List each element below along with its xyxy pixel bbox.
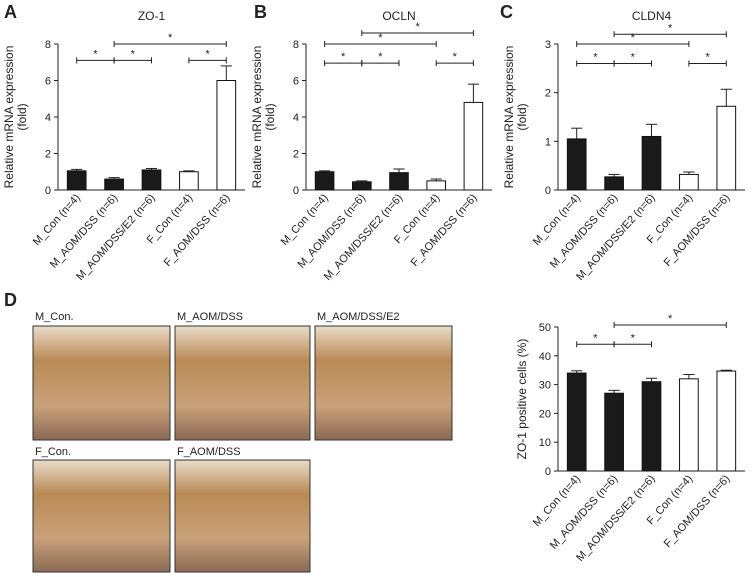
significance-label: * [631,332,636,344]
micrograph [314,325,453,441]
bar [426,180,446,191]
significance-label: * [631,51,636,63]
bar [566,372,587,472]
chart-title: OCLN [382,9,415,23]
bar [716,370,737,472]
y-tick-label: 40 [539,351,551,363]
significance-label: * [93,48,98,60]
x-tick-label: F_AOM/DSS (n=6) [162,192,233,269]
y-axis-label: (fold) [515,103,529,130]
significance-label: * [668,22,673,34]
significance-label: * [168,32,173,44]
bar [641,135,662,191]
panel-label: A [4,2,17,22]
y-tick-label: 2 [293,149,299,161]
bar [604,392,624,472]
y-axis-label: ZO-1 positive cells (%) [515,339,529,460]
image-label: M_AOM/DSS [177,311,243,323]
panel-label: D [4,290,17,310]
micrograph [32,325,171,441]
y-tick-label: 2 [45,149,51,161]
y-axis-label: Relative mRNA expression [502,46,516,189]
x-tick-label: M_AOM/DSS (n=6) [48,192,121,271]
bar [463,101,484,191]
y-tick-label: 0 [545,466,551,478]
y-tick-label: 6 [293,76,299,88]
y-tick-label: 3 [545,39,551,51]
bar [604,176,624,191]
x-tick-label: F_AOM/DSS (n=6) [409,192,480,269]
significance-label: * [593,332,598,344]
chart-title: CLDN4 [632,9,672,23]
y-axis-label: (fold) [263,103,277,130]
y-axis-label: (fold) [15,103,29,130]
x-tick-label: M_AOM/DSS (n=6) [548,473,621,552]
micrograph [174,459,311,573]
bar [352,181,372,191]
bar [314,171,335,191]
bar [389,172,409,191]
y-tick-label: 30 [539,380,551,392]
bar [716,105,737,191]
panel-label: C [500,2,513,22]
bar [216,80,237,191]
panel-label: B [254,2,267,22]
significance-label: * [341,51,346,63]
significance-label: * [378,32,383,44]
y-tick-label: 2 [545,88,551,100]
y-tick-label: 50 [539,322,551,334]
y-tick-label: 0 [545,185,551,197]
x-tick-label: M_AOM/DSS (n=6) [296,192,369,271]
image-label: F_Con. [35,446,71,458]
y-tick-label: 0 [45,185,51,197]
y-tick-label: 0 [293,185,299,197]
y-tick-label: 10 [539,437,551,449]
image-label: M_AOM/DSS/E2 [317,311,400,323]
significance-label: * [205,48,210,60]
bar [566,138,587,191]
bar [141,169,162,191]
y-tick-label: 20 [539,408,551,420]
x-tick-label: F_AOM/DSS (n=6) [662,192,733,269]
significance-label: * [131,48,136,60]
significance-label: * [631,32,636,44]
micrograph [32,459,171,573]
significance-label: * [668,313,673,325]
significance-label: * [415,21,420,33]
bar [66,170,87,191]
bar [179,171,199,191]
bar [104,178,124,191]
image-label: M_Con. [35,311,74,323]
bar [679,173,699,191]
y-tick-label: 4 [293,112,299,124]
micrograph [174,325,311,441]
y-tick-label: 1 [545,136,551,148]
significance-label: * [453,51,458,63]
micrographs: M_Con. M_AOM/DSS M_AOM/DSS/E2 F_Con. F_A… [32,311,453,573]
significance-label: * [705,51,710,63]
x-tick-label: M_AOM/DSS (n=6) [548,192,621,271]
y-tick-label: 4 [45,112,51,124]
bar [641,381,662,472]
y-axis-label: Relative mRNA expression [250,46,264,189]
y-axis-label: Relative mRNA expression [2,46,16,189]
y-tick-label: 6 [45,76,51,88]
bar [679,378,699,472]
significance-label: * [378,51,383,63]
y-tick-label: 8 [293,39,299,51]
image-label: F_AOM/DSS [177,446,241,458]
chart-title: ZO-1 [138,9,166,23]
x-tick-label: F_AOM/DSS (n=6) [662,473,733,550]
significance-label: * [593,51,598,63]
y-tick-label: 8 [45,39,51,51]
